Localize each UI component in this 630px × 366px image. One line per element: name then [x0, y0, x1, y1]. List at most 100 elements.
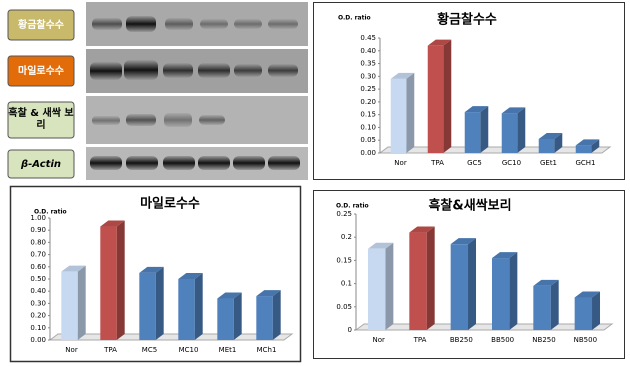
y-tick-label: 0 [348, 326, 352, 334]
y-tick-label: 0.90 [30, 226, 46, 234]
bar-top [427, 39, 452, 46]
band [126, 114, 156, 126]
label-box [7, 9, 75, 41]
x-tick-label: BB250 [450, 336, 473, 344]
bar-top [464, 106, 489, 113]
bar [390, 78, 407, 153]
bar [427, 45, 444, 153]
band [163, 63, 193, 78]
floor [378, 146, 612, 154]
band [198, 156, 230, 170]
bar [464, 112, 481, 153]
blot-label: 흑찰 & 새싹 보리 [8, 108, 74, 131]
bar-side [517, 107, 526, 153]
bar-top [367, 242, 394, 249]
band [268, 19, 298, 29]
label-box [7, 149, 75, 179]
y-tick-label: 0.60 [30, 263, 46, 271]
bar-side [77, 265, 86, 340]
x-tick-label: Nor [372, 336, 385, 344]
band [90, 62, 122, 80]
bar-top [409, 226, 435, 233]
y-tick-label: 0.25 [336, 210, 352, 218]
label-wrap: 흑찰 & 새싹 보리 [8, 108, 74, 131]
x-tick-label: Nor [394, 159, 407, 167]
bar [178, 279, 195, 340]
y-tick-label: 0.80 [30, 238, 46, 246]
bar-top [538, 132, 563, 139]
chart-title: 마일로수수 [140, 196, 200, 212]
y-tick-label: 0.10 [30, 324, 46, 332]
y-tick-label: 0.20 [360, 98, 376, 106]
x-tick-label: MCh1 [257, 346, 277, 354]
y-tick-label: 0.1 [341, 280, 352, 288]
label-box [7, 55, 75, 87]
band [92, 18, 122, 30]
x-tick-label: TPA [413, 336, 427, 344]
x-tick-label: GEt1 [540, 159, 557, 167]
blot-label: β-Actin [20, 159, 61, 170]
label-box [7, 101, 75, 139]
bar-side [480, 106, 489, 153]
bar-side [155, 266, 164, 340]
bar-top [178, 273, 203, 279]
bar-side [592, 291, 601, 330]
y-axis-label: O.D. ratio [34, 209, 67, 216]
bar-side [194, 273, 203, 340]
band [233, 156, 265, 170]
bar-side [509, 252, 518, 330]
bar [256, 296, 273, 340]
bar-top [501, 107, 526, 114]
y-tick-label: 0.50 [30, 275, 46, 283]
y-tick-label: 0.40 [30, 287, 46, 295]
y-tick-label: 0.70 [30, 251, 46, 259]
bar [491, 258, 510, 330]
bar-top [100, 220, 125, 227]
band [126, 156, 158, 170]
x-tick-label: MEt1 [219, 346, 237, 354]
y-tick-label: 0.00 [30, 336, 46, 344]
bar-top [217, 292, 242, 299]
bar [575, 145, 592, 153]
blot [86, 2, 308, 180]
bar [100, 226, 117, 340]
bar-side [233, 292, 242, 340]
x-tick-label: Nor [65, 346, 78, 354]
bar [367, 248, 386, 330]
bar-side [385, 242, 394, 330]
bar [574, 297, 593, 330]
panel-frame [313, 190, 625, 359]
x-tick-label: TPA [430, 159, 444, 167]
bar-side [426, 226, 435, 330]
bar [217, 298, 234, 340]
bar [538, 138, 555, 153]
x-tick-label: GC5 [467, 159, 482, 167]
blot-strip [86, 96, 308, 144]
bar [61, 271, 78, 340]
blot-label: 마일로수수 [18, 64, 64, 77]
y-tick-label: 0.2 [341, 233, 352, 241]
blot-bands [90, 16, 300, 170]
bar-side [272, 290, 281, 340]
y-tick-label: 0.30 [360, 72, 376, 80]
band [200, 19, 228, 29]
band [199, 115, 225, 125]
y-tick-label: 0.00 [360, 149, 376, 157]
bar-top [575, 139, 600, 146]
band [126, 16, 156, 32]
x-tick-label: TPA [103, 346, 117, 354]
x-tick-label: GC10 [502, 159, 521, 167]
bar [409, 232, 427, 330]
blot-label: 황금찰수수 [18, 18, 64, 31]
bar [450, 244, 469, 330]
band [124, 60, 158, 80]
chart-title: 황금찰수수 [437, 12, 497, 28]
y-tick-label: 1.00 [30, 214, 46, 222]
bar-side [550, 279, 559, 330]
band [163, 156, 195, 170]
y-tick-label: 0.45 [360, 34, 376, 42]
bar [533, 285, 551, 330]
y-tick-label: 0.40 [360, 47, 376, 55]
bar-side [406, 72, 415, 153]
